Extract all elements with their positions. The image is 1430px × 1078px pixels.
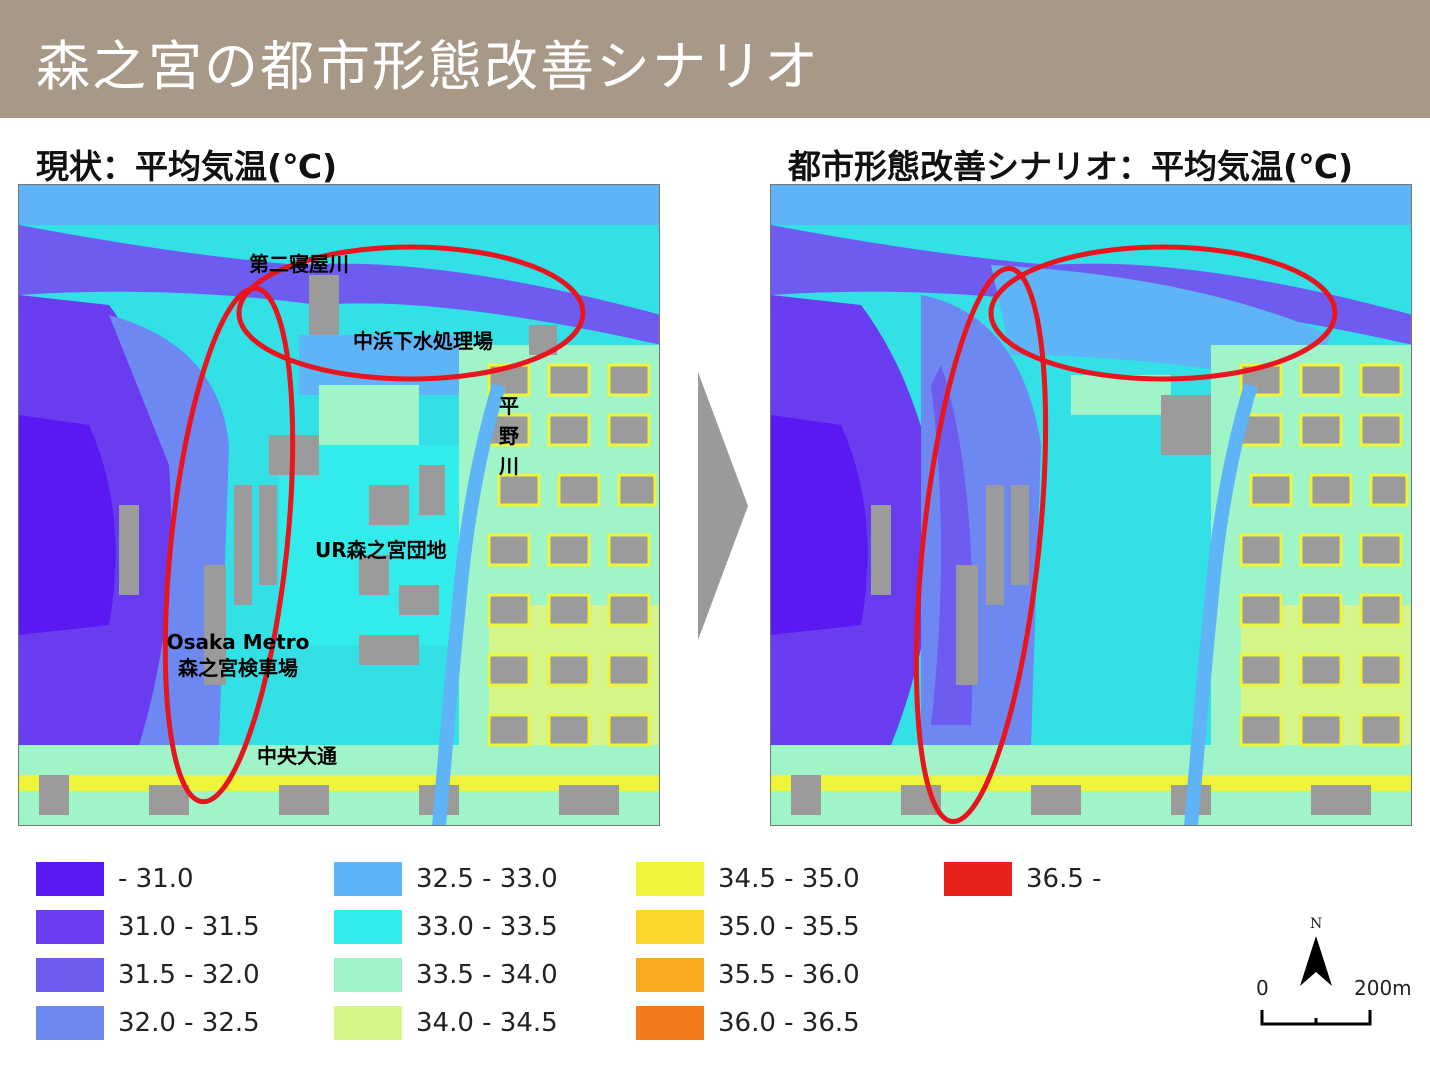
legend-label: 32.5 - 33.0 [416,864,558,894]
north-arrow-icon [1300,936,1332,986]
legend-swatch [36,958,104,992]
legend-swatch [334,1006,402,1040]
legend-swatch [334,958,402,992]
legend-label: 33.5 - 34.0 [416,960,558,990]
legend-swatch [334,862,402,896]
transition-arrow-icon [698,372,748,640]
legend-label: 34.0 - 34.5 [416,1008,558,1038]
page-title: 森之宮の都市形態改善シナリオ [0,0,1430,118]
north-label: N [1310,916,1323,932]
legend-label: 36.0 - 36.5 [718,1008,860,1038]
legend-label: 31.5 - 32.0 [118,960,260,990]
legend-label: 31.0 - 31.5 [118,912,260,942]
current-heat-raster [19,185,659,825]
current-temperature-map: 第二寝屋川 中浜下水処理場 平野川 UR森之宮団地 Osaka Metro 森之… [18,184,660,826]
label-morinomiya-depot: 森之宮検車場 [178,656,298,680]
legend-swatch [334,910,402,944]
scale-end-label: 200m [1354,976,1412,1000]
legend-label: 34.5 - 35.0 [718,864,860,894]
current-map-title: 現状：平均気温(℃) [36,147,338,186]
legend-label: 33.0 - 33.5 [416,912,558,942]
legend-swatch [36,910,104,944]
legend-label: 35.5 - 36.0 [718,960,860,990]
scenario-map-title: 都市形態改善シナリオ：平均気温(℃) [788,147,1354,186]
legend-swatch [636,1006,704,1040]
legend-swatch [636,958,704,992]
legend-swatch [944,862,1012,896]
label-chuo-odori: 中央大通 [257,744,337,768]
scenario-heat-raster [771,185,1411,825]
label-osaka-metro: Osaka Metro [166,630,310,654]
legend-label: 32.0 - 32.5 [118,1008,260,1038]
legend-label: - 31.0 [118,864,194,894]
label-nakahama-sewage: 中浜下水処理場 [353,329,493,353]
scale-start-label: 0 [1256,976,1269,1000]
legend-swatch [636,862,704,896]
legend-swatch [36,1006,104,1040]
scenario-temperature-map [770,184,1412,826]
label-daini-neyagawa: 第二寝屋川 [249,252,349,276]
legend-label: 36.5 - [1026,864,1102,894]
scale-bar [1260,1010,1372,1026]
scale-and-north: N 0 200m [1250,912,1420,1032]
legend-label: 35.0 - 35.5 [718,912,860,942]
legend-swatch [636,910,704,944]
label-ur-danchi: UR森之宮団地 [315,538,447,562]
legend-swatch [36,862,104,896]
label-hirano-river: 平野川 [499,394,519,478]
